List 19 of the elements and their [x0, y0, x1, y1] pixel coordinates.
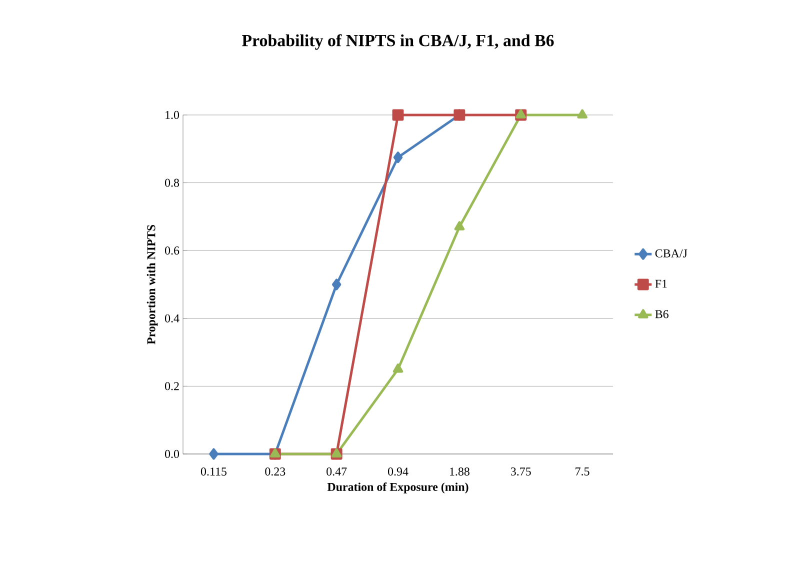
y-tick-label: 0.8: [165, 178, 180, 187]
x-tick-label: 0.115: [200, 468, 226, 476]
x-axis-title: Duration of Exposure (min): [327, 482, 468, 494]
y-tick-label: 0.4: [165, 314, 180, 322]
x-tick-label: 3.75: [510, 468, 531, 476]
x-tick-label: 1.88: [450, 468, 470, 476]
y-tick-label: 0.2: [165, 382, 179, 390]
x-tick-label: 7.5: [576, 468, 590, 476]
x-tick-label: 0.94: [388, 468, 408, 476]
legend-label: B6: [655, 310, 668, 318]
y-tick-label: 0.6: [165, 246, 180, 255]
x-tick-label: 0.23: [265, 468, 286, 476]
y-tick-label: 1.0: [166, 110, 180, 120]
legend-label: CBA/J: [655, 249, 688, 258]
y-tick-label: 0.0: [165, 450, 180, 458]
legend-label: F1: [655, 280, 667, 288]
x-tick-label: 0.47: [326, 468, 347, 476]
chart-title: Probability of NIPTS in CBA/J, F1, and B6: [242, 34, 554, 50]
y-axis-title: Proportion with NIPTS: [146, 225, 158, 344]
